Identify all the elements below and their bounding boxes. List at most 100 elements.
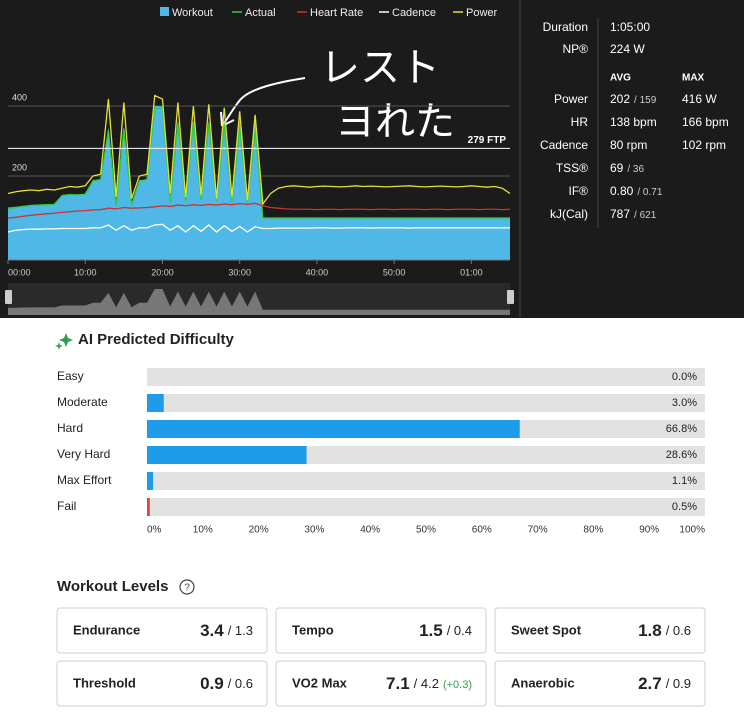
level-sub: / 0.6: [666, 623, 691, 638]
level-value: 7.1 / 4.2 (+0.3): [386, 674, 472, 693]
level-name: Endurance: [73, 622, 140, 637]
level-main: 2.7: [638, 674, 662, 693]
avg-alt: / 0.71: [637, 187, 662, 198]
level-main: 1.8: [638, 621, 662, 640]
stat-avg: 69/ 36: [610, 161, 644, 175]
stat-avg: 202 / 159: [610, 92, 657, 106]
level-card: [494, 660, 706, 707]
avg-value: 202: [610, 92, 630, 106]
stat-label: TSS®: [556, 161, 588, 175]
stat-label: Power: [554, 92, 588, 106]
stat-max: 166 bpm: [682, 115, 729, 129]
category-label: Max Effort: [57, 473, 112, 487]
bar-track: [147, 394, 705, 412]
x-tick-label: 0%: [147, 525, 162, 536]
annotation: ヨれた: [335, 99, 455, 145]
stat-avg: 0.80/ 0.71: [610, 184, 663, 198]
level-name: Sweet Spot: [511, 622, 582, 637]
value-label: 3.0%: [672, 397, 697, 409]
stat-label: kJ(Cal): [550, 207, 588, 221]
x-tick-label: 70%: [528, 525, 548, 536]
level-card: [56, 660, 268, 707]
x-tick-label: 10%: [193, 525, 213, 536]
category-label: Very Hard: [57, 447, 110, 461]
x-tick-label: 50%: [416, 525, 436, 536]
bar: [147, 498, 150, 516]
level-value: 2.7 / 0.9: [638, 674, 691, 693]
column-header: MAX: [682, 73, 705, 84]
help-icon-text[interactable]: ?: [184, 583, 190, 594]
level-name: Anaerobic: [511, 675, 575, 690]
level-card: [56, 607, 268, 654]
level-sub: / 1.3: [228, 623, 253, 638]
stat-label: IF®: [568, 184, 588, 198]
category-label: Moderate: [57, 395, 108, 409]
bar-track: [147, 472, 705, 490]
stat-value: 1:05:00: [610, 20, 650, 34]
bar: [147, 420, 520, 438]
avg-alt: / 159: [634, 95, 657, 106]
level-change: (+0.3): [443, 679, 472, 691]
stat-max: 102 rpm: [682, 138, 726, 152]
x-tick-label: 50:00: [383, 267, 406, 277]
avg-value: 138 bpm: [610, 115, 657, 129]
x-tick-label: 01:00: [460, 267, 483, 277]
legend-swatch: [160, 7, 169, 16]
workout-area: [8, 106, 510, 260]
x-tick-label: 40:00: [306, 267, 329, 277]
avg-value: 0.80: [610, 184, 634, 198]
level-main: 1.5: [419, 621, 443, 640]
level-name: Threshold: [73, 675, 136, 690]
x-tick-label: 30:00: [228, 267, 251, 277]
overview-area: [8, 289, 510, 315]
avg-value: 787: [610, 207, 630, 221]
x-tick-label: 20%: [249, 525, 269, 536]
level-name: VO2 Max: [292, 675, 348, 690]
level-card: [275, 607, 487, 654]
range-handle[interactable]: [5, 290, 12, 304]
level-main: 0.9: [200, 674, 224, 693]
legend-label: Cadence: [392, 7, 436, 19]
section-title: Workout Levels: [57, 578, 168, 595]
x-tick-label: 90%: [639, 525, 659, 536]
series-line: [7, 223, 510, 233]
stat-max: 416 W: [682, 92, 717, 106]
level-main: 7.1: [386, 674, 410, 693]
category-label: Hard: [57, 421, 83, 435]
section-title: AI Predicted Difficulty: [78, 331, 235, 348]
level-main: 3.4: [200, 621, 224, 640]
stat-value: 224 W: [610, 42, 645, 56]
series-line: [7, 94, 511, 206]
series-line: [7, 105, 510, 219]
sparkle-icon: [55, 333, 73, 350]
value-label: 0.5%: [672, 501, 697, 513]
stat-label: Cadence: [540, 138, 588, 152]
x-tick-label: 30%: [304, 525, 324, 536]
stat-avg: 787 / 621: [610, 207, 657, 221]
level-sub: / 0.6: [228, 676, 253, 691]
help-icon[interactable]: [179, 579, 195, 595]
x-tick-label: 20:00: [151, 267, 174, 277]
avg-value: 80 rpm: [610, 138, 647, 152]
level-sub: / 0.9: [666, 676, 691, 691]
level-sub: / 0.4: [447, 623, 472, 638]
bar: [147, 446, 307, 464]
column-header: AVG: [610, 73, 631, 84]
level-sub: / 4.2: [414, 676, 439, 691]
bar: [147, 394, 164, 412]
stat-label: HR: [571, 115, 589, 129]
x-tick-label: 00:00: [8, 267, 31, 277]
x-tick-label: 10:00: [74, 267, 97, 277]
level-card: [275, 660, 487, 707]
stat-avg: 80 rpm: [610, 138, 647, 152]
category-label: Fail: [57, 499, 76, 513]
x-tick-label: 80%: [583, 525, 603, 536]
x-tick-label: 60%: [472, 525, 492, 536]
avg-alt: / 36: [627, 164, 644, 175]
range-handle[interactable]: [507, 290, 514, 304]
stat-label: NP®: [562, 42, 588, 56]
level-value: 3.4 / 1.3: [200, 621, 253, 640]
legend-label: Heart Rate: [310, 7, 363, 19]
